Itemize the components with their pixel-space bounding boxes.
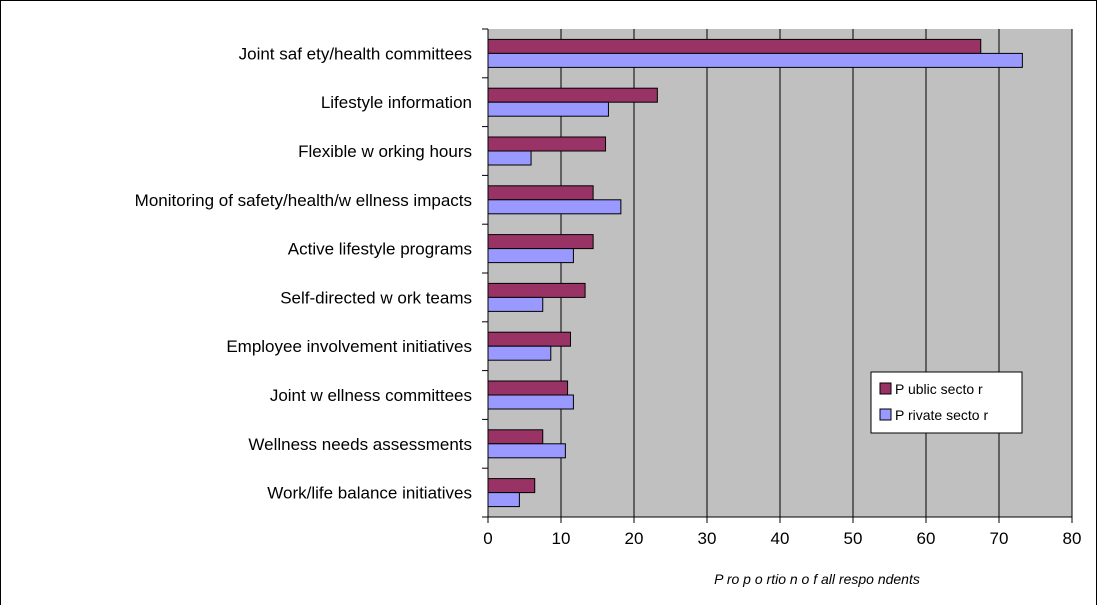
- bar-public-sector: [487, 234, 594, 250]
- legend-label-public: P ublic secto r: [895, 381, 983, 397]
- bar-private-sector: [487, 492, 520, 508]
- bars: [487, 38, 1023, 508]
- category-label: Flexible w orking hours: [298, 142, 472, 161]
- category-label: Work/life balance initiatives: [267, 484, 472, 503]
- bar-public-sector: [487, 282, 586, 298]
- x-tick-label: 40: [771, 529, 790, 548]
- x-tick-labels: 0 10 20 30 40 50 60 70 80: [483, 529, 1081, 548]
- x-tick-label: 70: [990, 529, 1009, 548]
- bar-public-sector: [487, 331, 571, 347]
- legend-label-private: P rivate secto r: [895, 407, 988, 423]
- category-label: Self-directed w ork teams: [280, 288, 472, 307]
- x-tick-label: 10: [552, 529, 571, 548]
- x-tick-label: 50: [844, 529, 863, 548]
- bar-private-sector: [487, 345, 552, 361]
- y-axis-ticks: [482, 28, 488, 518]
- bar-public-sector: [487, 185, 594, 201]
- bar-private-sector: [487, 248, 574, 264]
- x-tick-label: 80: [1063, 529, 1082, 548]
- legend-swatch-public: [879, 382, 892, 395]
- x-tick-label: 30: [698, 529, 717, 548]
- category-label: Lifestyle information: [321, 93, 472, 112]
- bar-private-sector: [487, 443, 566, 459]
- category-label: Joint w ellness committees: [270, 386, 472, 405]
- bar-private-sector: [487, 199, 622, 215]
- bar-private-sector: [487, 394, 574, 410]
- bar-public-sector: [487, 136, 607, 152]
- bar-private-sector: [487, 150, 532, 166]
- legend: P ublic secto r P rivate secto r: [870, 371, 1023, 434]
- x-axis-title: P ro p o rtio n o f all respo ndents: [714, 571, 920, 587]
- bar-public-sector: [487, 380, 569, 396]
- bar-public-sector: [487, 87, 658, 103]
- x-tick-label: 0: [483, 529, 492, 548]
- category-label: Joint saf ety/health committees: [239, 44, 472, 63]
- legend-swatch-private: [879, 408, 892, 421]
- bar-private-sector: [487, 296, 544, 312]
- bar-private-sector: [487, 101, 609, 117]
- category-label: Wellness needs assessments: [248, 435, 472, 454]
- x-tick-label: 60: [917, 529, 936, 548]
- bar-public-sector: [487, 429, 544, 445]
- x-tick-label: 20: [625, 529, 644, 548]
- bar-public-sector: [487, 478, 536, 494]
- legend-box: [870, 371, 1023, 434]
- bar-private-sector: [487, 52, 1023, 68]
- category-label: Monitoring of safety/health/w ellness im…: [135, 191, 472, 210]
- category-labels: Joint saf ety/health committees Lifestyle…: [135, 44, 472, 502]
- category-label: Employee involvement initiatives: [226, 337, 472, 356]
- category-label: Active lifestyle programs: [288, 240, 472, 259]
- x-axis-ticks: [487, 517, 1073, 523]
- bar-public-sector: [487, 38, 982, 54]
